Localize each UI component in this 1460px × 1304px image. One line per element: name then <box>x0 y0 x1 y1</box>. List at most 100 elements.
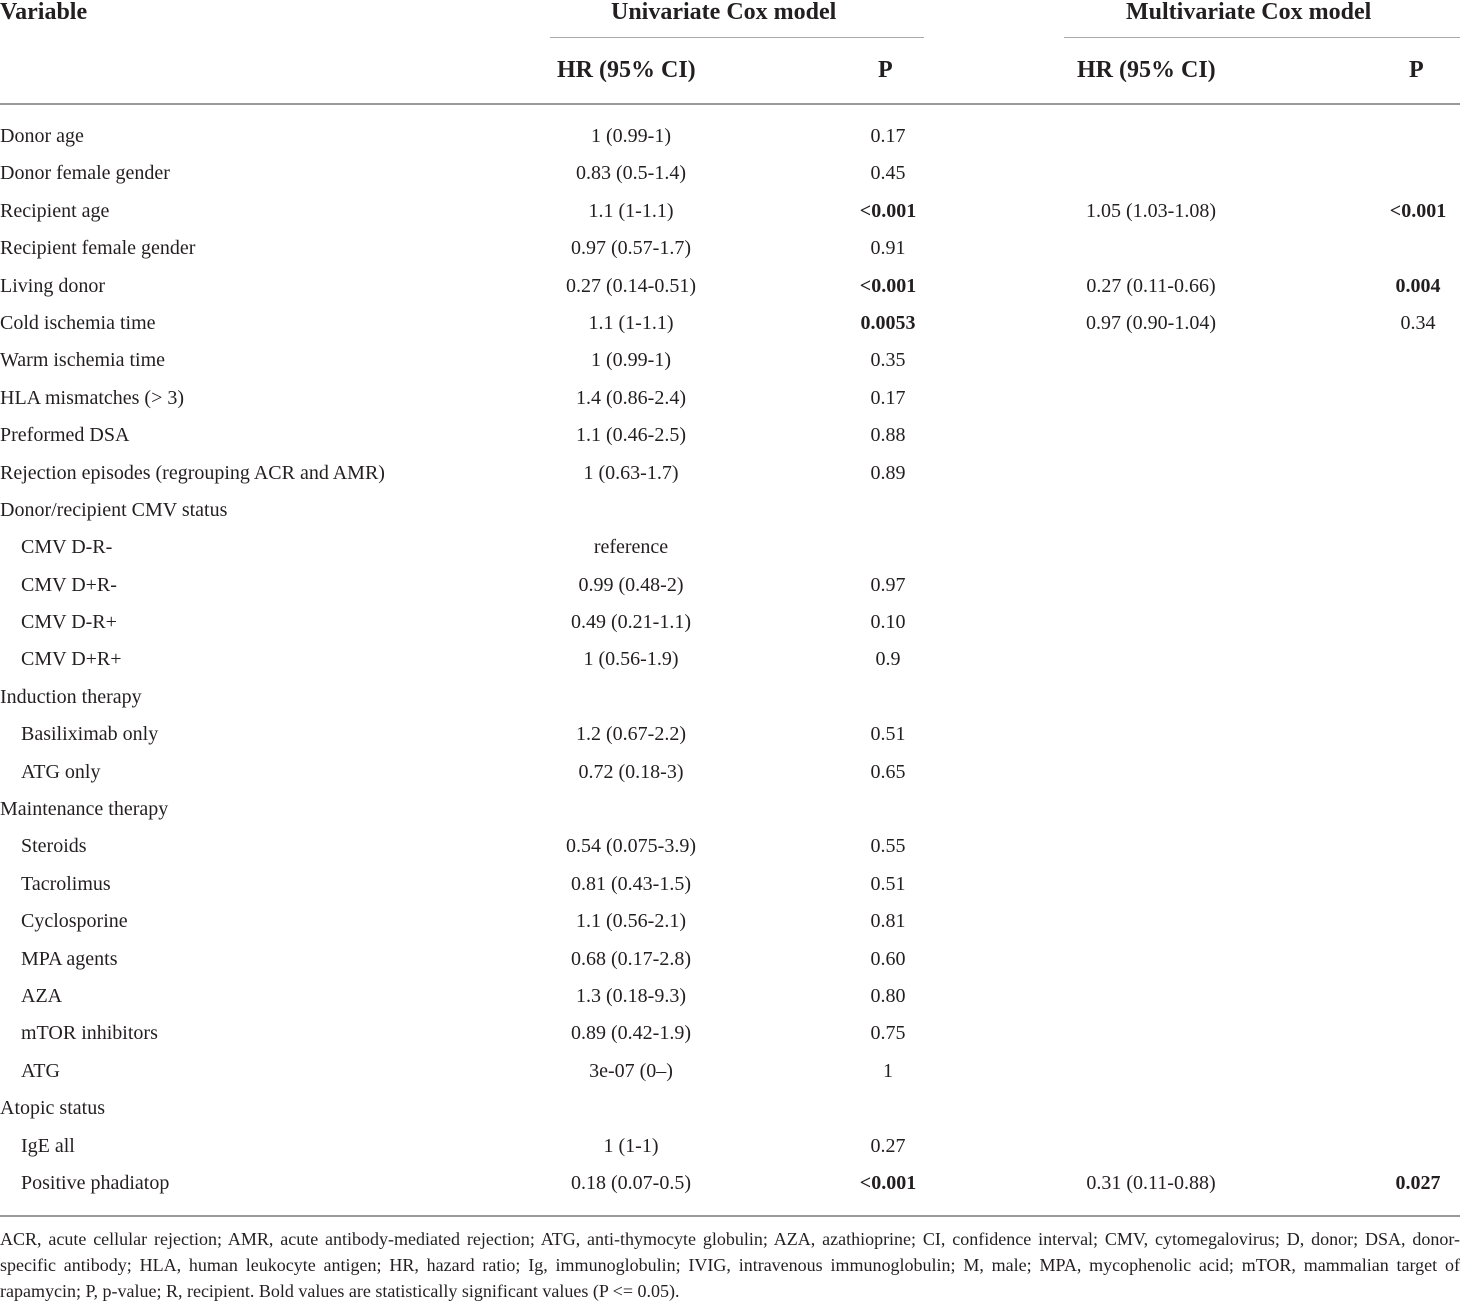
cell-uni-hr: 1.4 (0.86-2.4) <box>576 386 686 409</box>
header-variable: Variable <box>0 0 88 25</box>
cell-uni-hr: 0.54 (0.075-3.9) <box>566 835 696 858</box>
cell-multi-hr: 1.05 (1.03-1.08) <box>1086 199 1216 222</box>
cell-uni-p: 0.17 <box>870 386 906 409</box>
cell-variable: CMV D-R- <box>21 536 113 559</box>
cell-uni-p: 0.60 <box>870 947 906 970</box>
cell-uni-p: 0.35 <box>870 349 906 372</box>
cell-variable: Recipient age <box>0 199 110 222</box>
cell-uni-p: 0.97 <box>870 573 906 596</box>
cell-uni-p: 0.45 <box>870 162 906 185</box>
cell-uni-hr: reference <box>593 536 669 559</box>
cell-uni-hr: 0.18 (0.07-0.5) <box>571 1171 691 1194</box>
table-row: CMV D-R-reference <box>0 529 1460 566</box>
cell-uni-p: 0.51 <box>870 723 906 746</box>
cell-multi-hr: 0.31 (0.11-0.88) <box>1086 1171 1216 1194</box>
table-row: Cold ischemia time 1.1 (1-1.1) 0.0053 0.97 … <box>0 305 1460 342</box>
cell-uni-p: 0.51 <box>870 872 906 895</box>
univariate-group-rule <box>550 37 924 38</box>
cell-variable: Donor female gender <box>0 162 170 185</box>
table-row: HLA mismatches (> 3) 1.4 (0.86-2.4) 0.17 <box>0 380 1460 417</box>
cell-uni-hr: 0.27 (0.14-0.51) <box>566 274 696 297</box>
table-row: Preformed DSA 1.1 (0.46-2.5) 0.88 <box>0 417 1460 454</box>
table-row: Recipient age 1.1 (1-1.1) <0.001 1.05 (1.03… <box>0 193 1460 230</box>
cell-variable: Donor age <box>0 125 84 147</box>
header-multivariate: Multivariate Cox model <box>1126 0 1372 25</box>
cell-uni-hr: 1 (0.99-1) <box>591 349 671 372</box>
table-row: Warm ischemia time 1 (0.99-1) 0.35 <box>0 342 1460 379</box>
cell-uni-hr: 0.99 (0.48-2) <box>578 573 684 596</box>
cell-variable: Maintenance therapy <box>0 798 169 821</box>
table-row: ATG 3e-07 (0–) 1 <box>0 1053 1460 1090</box>
cell-uni-p: 0.80 <box>870 984 906 1007</box>
cell-uni-hr: 1 (0.99-1) <box>591 125 671 147</box>
multivariate-group-rule <box>1064 37 1460 38</box>
table-row: CMV D+R- 0.99 (0.48-2) 0.97 <box>0 567 1460 604</box>
cell-uni-p: <0.001 <box>859 199 917 222</box>
cell-variable: Atopic status <box>0 1097 105 1120</box>
table-row: Rejection episodes (regrouping ACR and A… <box>0 455 1460 492</box>
cell-uni-hr: 1.1 (0.56-2.1) <box>576 910 686 933</box>
table-row: Donor age 1 (0.99-1) 0.17 <box>0 118 1460 155</box>
cell-uni-hr: 0.89 (0.42-1.9) <box>571 1022 691 1045</box>
cell-variable: ATG only <box>21 760 101 783</box>
header-multi-hr: HR (95% CI) <box>1077 57 1216 83</box>
cell-uni-hr: 1.1 (0.46-2.5) <box>576 424 686 447</box>
cell-variable: ATG <box>21 1059 60 1082</box>
cell-variable: CMV D+R+ <box>21 648 122 671</box>
cell-uni-hr: 0.81 (0.43-1.5) <box>571 872 691 895</box>
table-row: mTOR inhibitors 0.89 (0.42-1.9) 0.75 <box>0 1015 1460 1052</box>
cell-variable: Basiliximab only <box>21 723 159 746</box>
cell-uni-hr: 0.72 (0.18-3) <box>578 760 684 783</box>
header-multi-p: P <box>1409 57 1424 83</box>
cell-uni-p: 0.55 <box>870 835 906 858</box>
header-bottom-rule <box>0 103 1460 105</box>
cell-uni-p: 0.88 <box>870 424 906 447</box>
cell-variable: Preformed DSA <box>0 424 130 447</box>
cell-multi-hr: 0.27 (0.11-0.66) <box>1086 274 1216 297</box>
cell-uni-p: 0.10 <box>870 611 906 634</box>
cell-uni-hr: 0.49 (0.21-1.1) <box>571 611 691 634</box>
table-row: Maintenance therapy <box>0 791 1460 828</box>
table-body: Donor age 1 (0.99-1) 0.17 Donor female gend… <box>0 118 1460 1202</box>
cell-uni-p: 0.27 <box>870 1134 906 1157</box>
cell-uni-p: 0.17 <box>870 125 906 147</box>
cell-uni-hr: 0.83 (0.5-1.4) <box>576 162 686 185</box>
table-row: Positive phadiatop 0.18 (0.07-0.5) <0.001 0… <box>0 1165 1460 1202</box>
table-row: Cyclosporine 1.1 (0.56-2.1) 0.81 <box>0 903 1460 940</box>
cell-variable: CMV D+R- <box>21 573 117 596</box>
cell-uni-p: 0.81 <box>870 910 906 933</box>
table-footnote: ACR, acute cellular rejection; AMR, acut… <box>0 1229 1460 1301</box>
table-row: Donor/recipient CMV status <box>0 492 1460 529</box>
cell-variable: Cold ischemia time <box>0 311 156 334</box>
cell-uni-p: 0.91 <box>870 237 906 260</box>
cell-variable: Steroids <box>21 835 87 858</box>
table-row: Atopic status <box>0 1090 1460 1127</box>
cell-uni-hr: 1.1 (1-1.1) <box>588 199 674 222</box>
cell-uni-p: 0.9 <box>875 648 901 671</box>
table-row: Basiliximab only 1.2 (0.67-2.2) 0.51 <box>0 716 1460 753</box>
cell-variable: HLA mismatches (> 3) <box>0 386 185 409</box>
table-row: CMV D+R+ 1 (0.56-1.9) 0.9 <box>0 641 1460 678</box>
table-row: Induction therapy <box>0 679 1460 716</box>
cell-uni-hr: 1.3 (0.18-9.3) <box>576 984 686 1007</box>
table-row: AZA 1.3 (0.18-9.3) 0.80 <box>0 978 1460 1015</box>
cell-uni-hr: 0.97 (0.57-1.7) <box>571 237 691 260</box>
cell-variable: Living donor <box>0 274 105 297</box>
cell-uni-p: <0.001 <box>859 274 917 297</box>
cell-uni-hr: 1 (1-1) <box>603 1134 659 1157</box>
cell-uni-hr: 0.68 (0.17-2.8) <box>571 947 691 970</box>
cell-variable: Tacrolimus <box>21 872 111 895</box>
cell-uni-hr: 1 (0.63-1.7) <box>583 461 679 484</box>
cell-variable: Donor/recipient CMV status <box>0 498 228 521</box>
cell-variable: Warm ischemia time <box>0 349 165 372</box>
cell-uni-p: 0.65 <box>870 760 906 783</box>
table-bottom-rule <box>0 1215 1460 1217</box>
cell-multi-p: <0.001 <box>1389 199 1447 222</box>
table-row: CMV D-R+ 0.49 (0.21-1.1) 0.10 <box>0 604 1460 641</box>
cell-uni-hr: 1.1 (1-1.1) <box>588 311 674 334</box>
cell-uni-hr: 1 (0.56-1.9) <box>583 648 679 671</box>
header-uni-hr: HR (95% CI) <box>557 57 696 83</box>
cell-variable: IgE all <box>21 1134 75 1157</box>
table-row: Donor female gender 0.83 (0.5-1.4) 0.45 <box>0 155 1460 192</box>
cell-variable: Recipient female gender <box>0 237 196 260</box>
